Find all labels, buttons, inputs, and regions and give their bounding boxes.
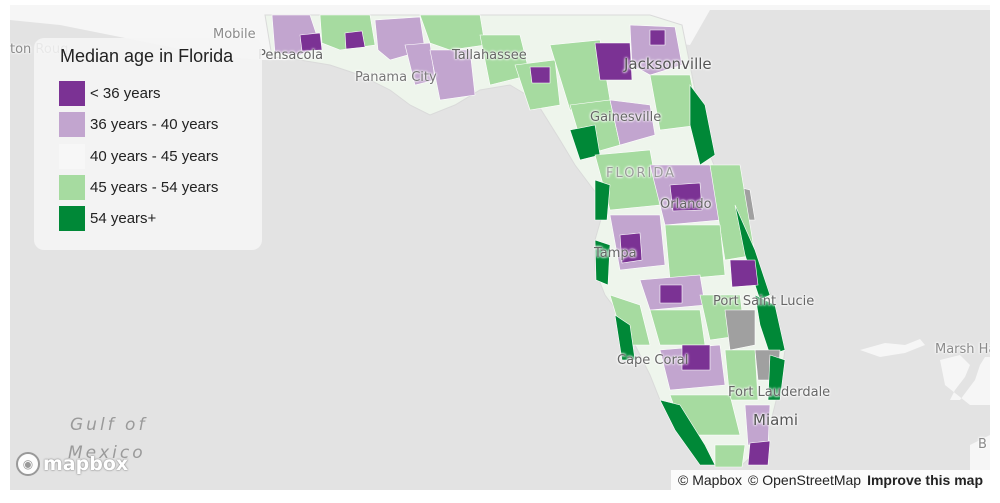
label-marsh-harbour: Marsh Ha bbox=[935, 342, 990, 357]
legend-swatch bbox=[59, 175, 85, 200]
label-gulf-line2: Mexico bbox=[68, 443, 146, 463]
mapbox-logo-text: mapbox bbox=[43, 453, 129, 475]
legend-label: 36 years - 40 years bbox=[90, 116, 219, 133]
label-port-saint-lucie: Port Saint Lucie bbox=[713, 294, 815, 309]
legend-swatch bbox=[59, 144, 85, 169]
attribution-bar: © Mapbox © OpenStreetMap Improve this ma… bbox=[671, 470, 990, 490]
legend-item: 40 years - 45 years bbox=[59, 144, 218, 169]
bahamas-islands bbox=[860, 339, 990, 405]
attribution-osm-link[interactable]: © OpenStreetMap bbox=[748, 472, 862, 488]
choropleth-patches bbox=[271, 14, 786, 468]
legend-label: 40 years - 45 years bbox=[90, 148, 219, 165]
label-tampa: Tampa bbox=[594, 246, 637, 261]
legend-item: 45 years - 54 years bbox=[59, 175, 218, 200]
improve-map-link[interactable]: Improve this map bbox=[867, 472, 983, 488]
legend-title: Median age in Florida bbox=[60, 46, 234, 66]
legend-label: 45 years - 54 years bbox=[90, 179, 219, 196]
legend-item: 54 years+ bbox=[59, 206, 156, 231]
label-panama-city: Panama City bbox=[355, 70, 437, 85]
legend-swatch bbox=[59, 112, 85, 137]
legend-label: 54 years+ bbox=[90, 210, 157, 227]
mapbox-logo-icon: ◉ bbox=[16, 452, 40, 476]
mapbox-logo[interactable]: ◉ mapbox bbox=[16, 452, 128, 476]
legend-item: < 36 years bbox=[59, 81, 160, 106]
label-florida-state: FLORIDA bbox=[606, 166, 677, 181]
legend-swatch bbox=[59, 81, 85, 106]
legend-swatch bbox=[59, 206, 85, 231]
label-gainesville: Gainesville bbox=[590, 110, 662, 125]
legend-item: 36 years - 40 years bbox=[59, 112, 218, 137]
legend-label: < 36 years bbox=[90, 85, 161, 102]
label-edge-b: B bbox=[978, 437, 987, 452]
label-cape-coral: Cape Coral bbox=[617, 353, 689, 368]
label-orlando: Orlando bbox=[660, 197, 712, 212]
label-jacksonville: Jacksonville bbox=[624, 55, 712, 73]
label-fort-lauderdale: Fort Lauderdale bbox=[728, 385, 831, 400]
attribution-mapbox-link[interactable]: © Mapbox bbox=[678, 472, 743, 488]
label-miami: Miami bbox=[753, 411, 799, 429]
label-pensacola: Pensacola bbox=[258, 48, 324, 63]
label-tallahassee: Tallahassee bbox=[452, 48, 527, 63]
legend-panel: Median age in Florida < 36 years 36 year… bbox=[34, 38, 262, 250]
label-gulf-line1: Gulf of bbox=[70, 415, 148, 435]
